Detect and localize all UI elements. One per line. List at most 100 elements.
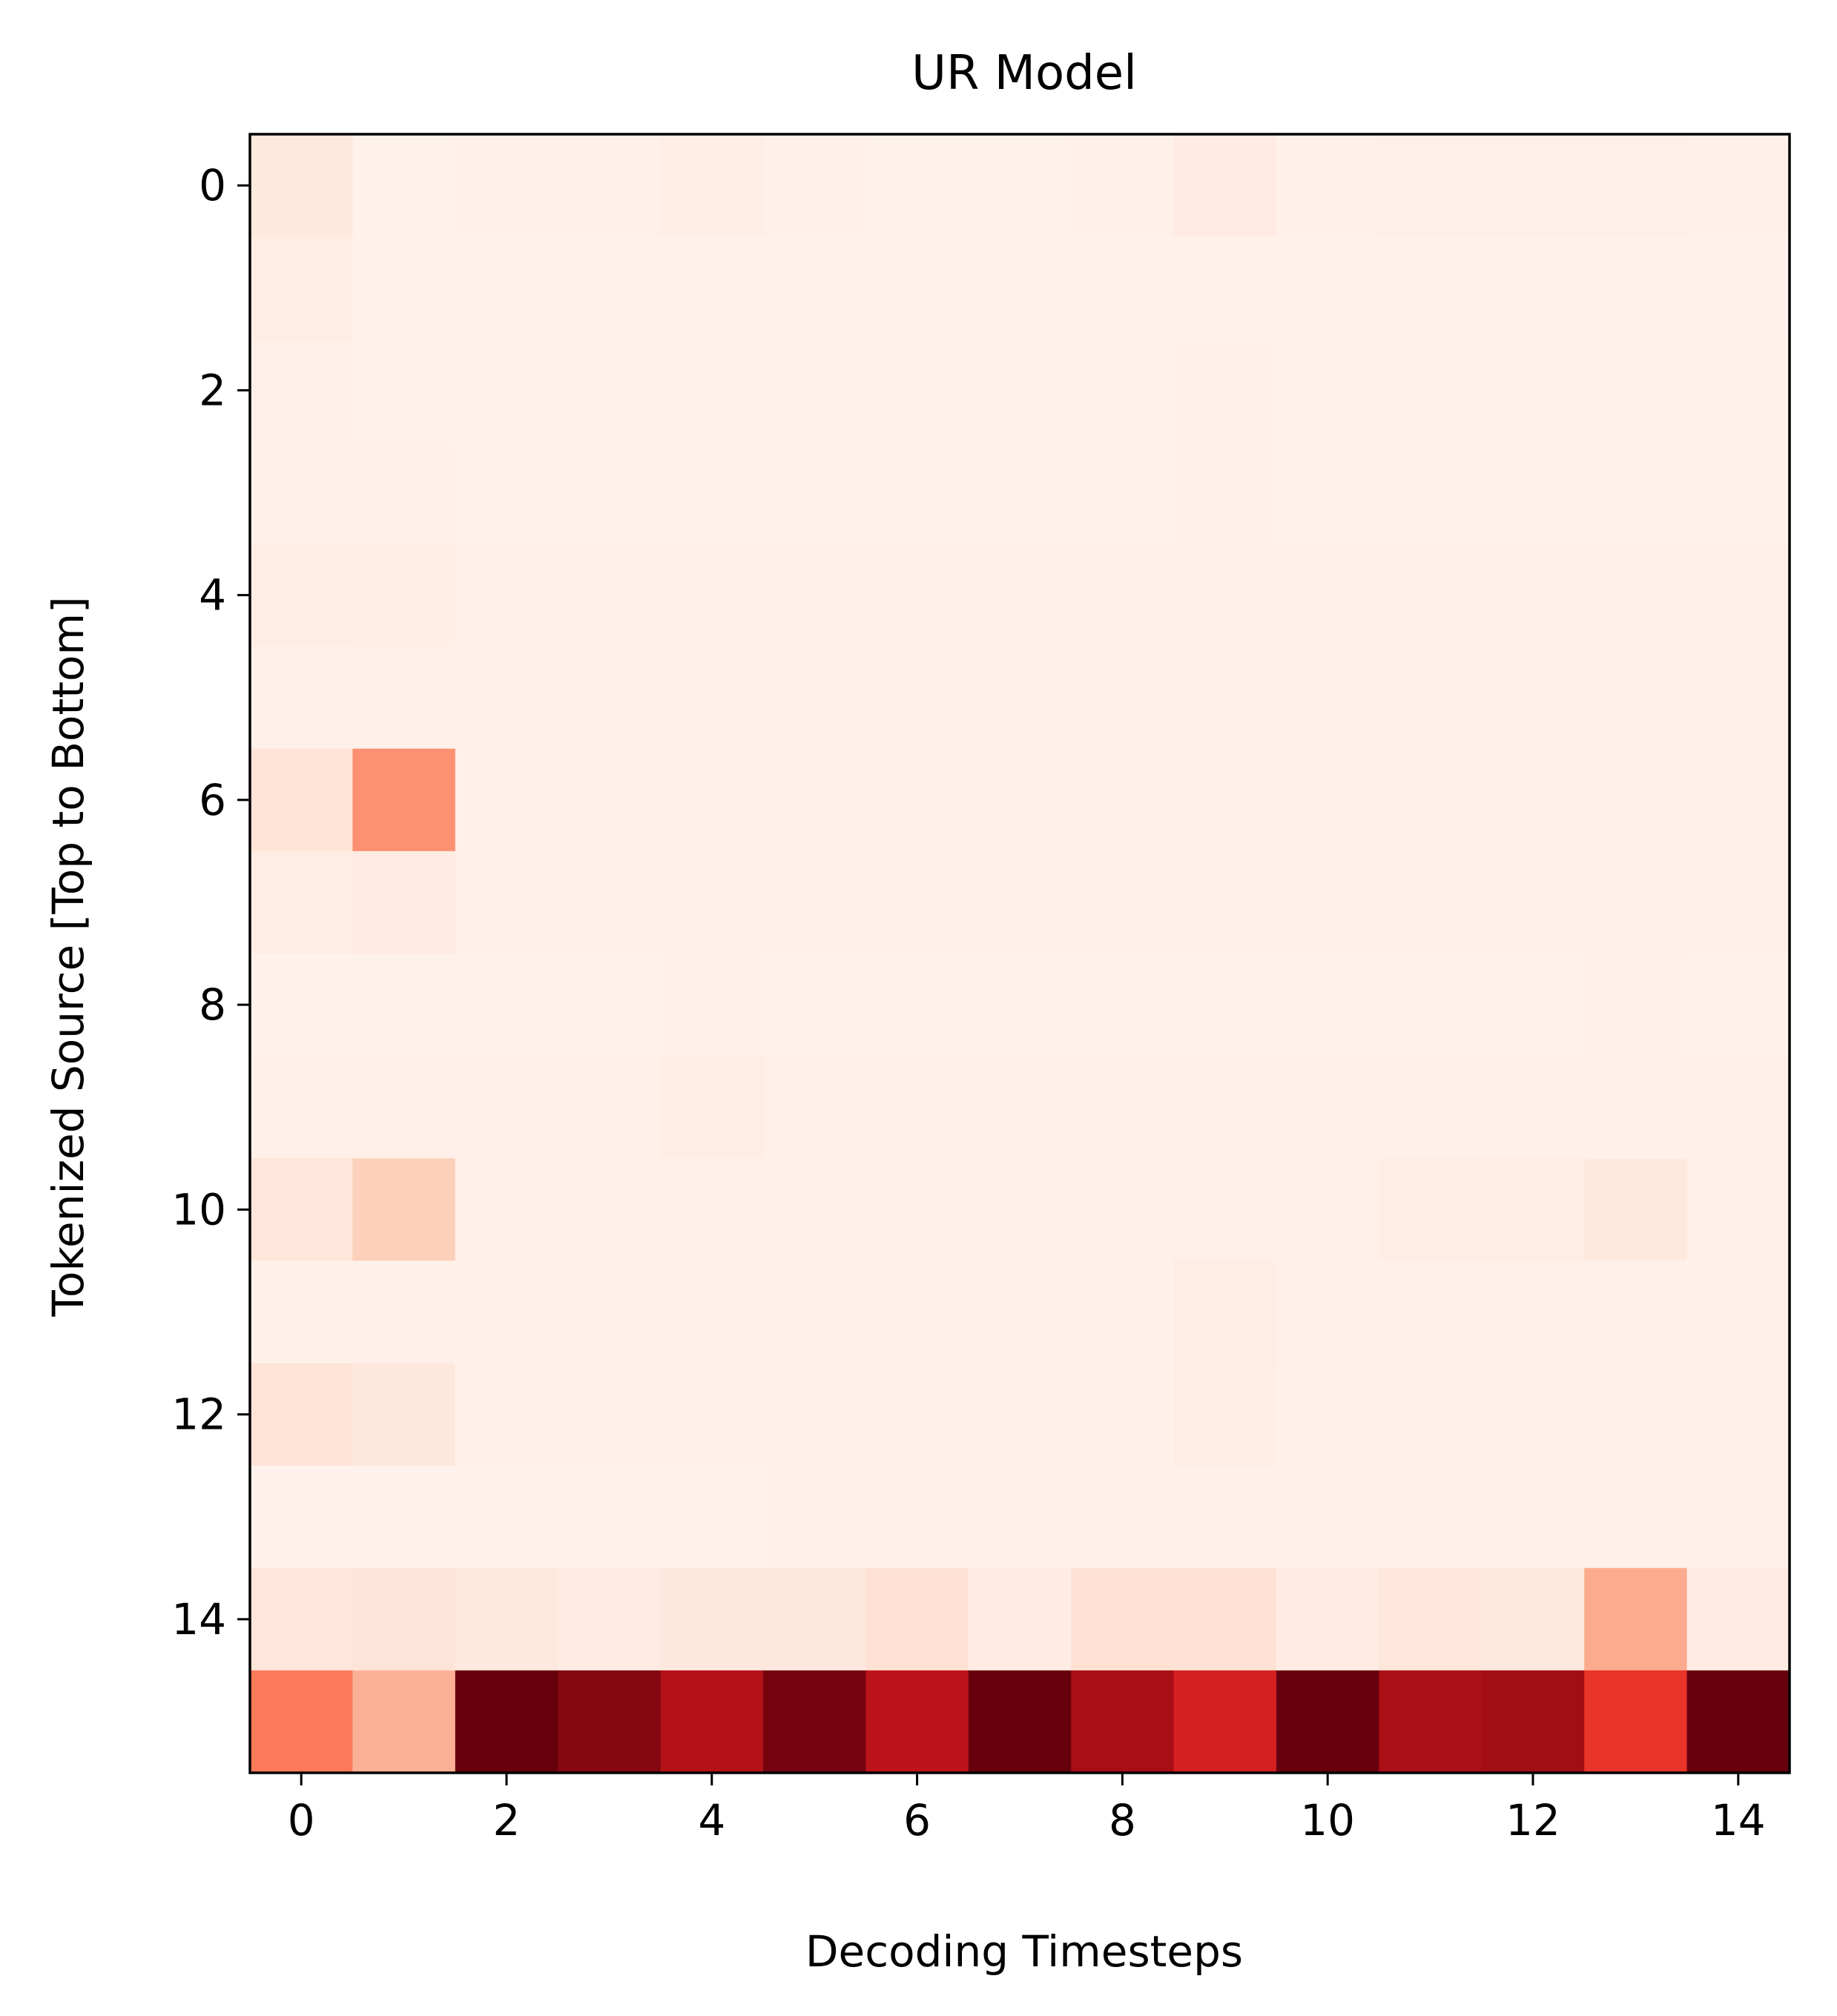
heatmap-cell [1276, 1056, 1379, 1159]
heatmap-cell [763, 646, 866, 750]
heatmap-cell [1276, 646, 1379, 750]
heatmap-cell [763, 1670, 866, 1774]
heatmap-cell [1379, 850, 1483, 954]
heatmap-cell [865, 237, 969, 340]
heatmap-cell [1686, 646, 1790, 750]
heatmap-cell [1481, 441, 1585, 545]
heatmap-cell [558, 1567, 662, 1671]
heatmap-cell [1071, 850, 1175, 954]
heatmap-cell [1686, 748, 1790, 852]
heatmap-cell [1584, 1465, 1688, 1569]
heatmap-cell [250, 441, 353, 545]
heatmap-cell [1379, 1465, 1483, 1569]
heatmap-cell [1173, 1158, 1277, 1261]
heatmap-cell [558, 1056, 662, 1159]
heatmap-cell [250, 850, 353, 954]
heatmap-cell [968, 1363, 1072, 1467]
heatmap-cell [1173, 339, 1277, 442]
heatmap-cell [1584, 1363, 1688, 1467]
heatmap-cell [352, 1158, 456, 1261]
y-tick-label: 0 [199, 160, 226, 211]
heatmap-cell [1379, 1567, 1483, 1671]
heatmap-cell [1481, 850, 1585, 954]
heatmap-cell [1584, 237, 1688, 340]
heatmap-cell [250, 1465, 353, 1569]
heatmap-cell [1071, 748, 1175, 852]
heatmap-cell [455, 1260, 558, 1364]
heatmap-cell [660, 1567, 764, 1671]
y-tick-label: 2 [199, 365, 226, 415]
heatmap-cell [1686, 134, 1790, 237]
heatmap-cell [1481, 1567, 1585, 1671]
heatmap-cell [660, 850, 764, 954]
heatmap-cell [865, 1363, 969, 1467]
heatmap-cell [1276, 1670, 1379, 1774]
heatmap-cell [1173, 1465, 1277, 1569]
heatmap-cell [455, 441, 558, 545]
heatmap-cell [1686, 339, 1790, 442]
heatmap-cell [763, 543, 866, 647]
heatmap-cell [1173, 850, 1277, 954]
heatmap-cell [968, 1567, 1072, 1671]
heatmap-cell [1686, 850, 1790, 954]
heatmap-cell [1481, 1056, 1585, 1159]
heatmap-cell [660, 134, 764, 237]
heatmap-cell [352, 850, 456, 954]
heatmap-cell [558, 954, 662, 1057]
heatmap-cell [352, 339, 456, 442]
heatmap-cell [250, 1363, 353, 1467]
heatmap-cell [352, 441, 456, 545]
heatmap-cell [1276, 1465, 1379, 1569]
x-tick-label: 14 [1711, 1795, 1766, 1845]
heatmap-cell [250, 339, 353, 442]
heatmap-cell [558, 646, 662, 750]
heatmap-cell [763, 1567, 866, 1671]
heatmap-cell [660, 1260, 764, 1364]
heatmap-cell [1276, 134, 1379, 237]
heatmap-cell [763, 954, 866, 1057]
heatmap-cell [352, 646, 456, 750]
heatmap-cell [250, 237, 353, 340]
heatmap-cell [250, 1260, 353, 1364]
heatmap-cell [1584, 339, 1688, 442]
heatmap-cell [968, 237, 1072, 340]
heatmap-cell [1379, 748, 1483, 852]
heatmap-cell [352, 1056, 456, 1159]
heatmap-cell [1173, 1363, 1277, 1467]
heatmap-cell [1071, 1158, 1175, 1261]
heatmap-cell [1071, 237, 1175, 340]
heatmap-cell [352, 1363, 456, 1467]
heatmap-cell [1686, 543, 1790, 647]
heatmap-cell [1173, 1567, 1277, 1671]
heatmap-cell [455, 237, 558, 340]
x-tick-label: 8 [1109, 1795, 1136, 1845]
heatmap-cell [1686, 1670, 1790, 1774]
heatmap-cell [763, 1260, 866, 1364]
heatmap-cell [763, 850, 866, 954]
heatmap-cell [1584, 1670, 1688, 1774]
heatmap-cell [1173, 237, 1277, 340]
heatmap-cell [455, 1363, 558, 1467]
plot-frame [248, 133, 1791, 1774]
heatmap-cell [1481, 237, 1585, 340]
heatmap-cell [660, 748, 764, 852]
heatmap-cell [455, 850, 558, 954]
heatmap-cell [455, 1670, 558, 1774]
heatmap-cell [865, 850, 969, 954]
heatmap-cell [763, 1056, 866, 1159]
heatmap-cell [1584, 954, 1688, 1057]
heatmap-cell [1584, 646, 1688, 750]
heatmap-cell [1276, 441, 1379, 545]
heatmap-cell [1276, 1567, 1379, 1671]
y-tick-label: 12 [171, 1389, 226, 1440]
y-tick-label: 10 [171, 1184, 226, 1235]
heatmap-cell [1481, 543, 1585, 647]
heatmap-cell [1379, 237, 1483, 340]
heatmap-cell [1379, 339, 1483, 442]
heatmap-cell [660, 441, 764, 545]
heatmap-cell [763, 1158, 866, 1261]
heatmap-cell [968, 441, 1072, 545]
y-tick-label: 4 [199, 570, 226, 621]
y-tick-label: 8 [199, 979, 226, 1030]
heatmap-cell [763, 1363, 866, 1467]
